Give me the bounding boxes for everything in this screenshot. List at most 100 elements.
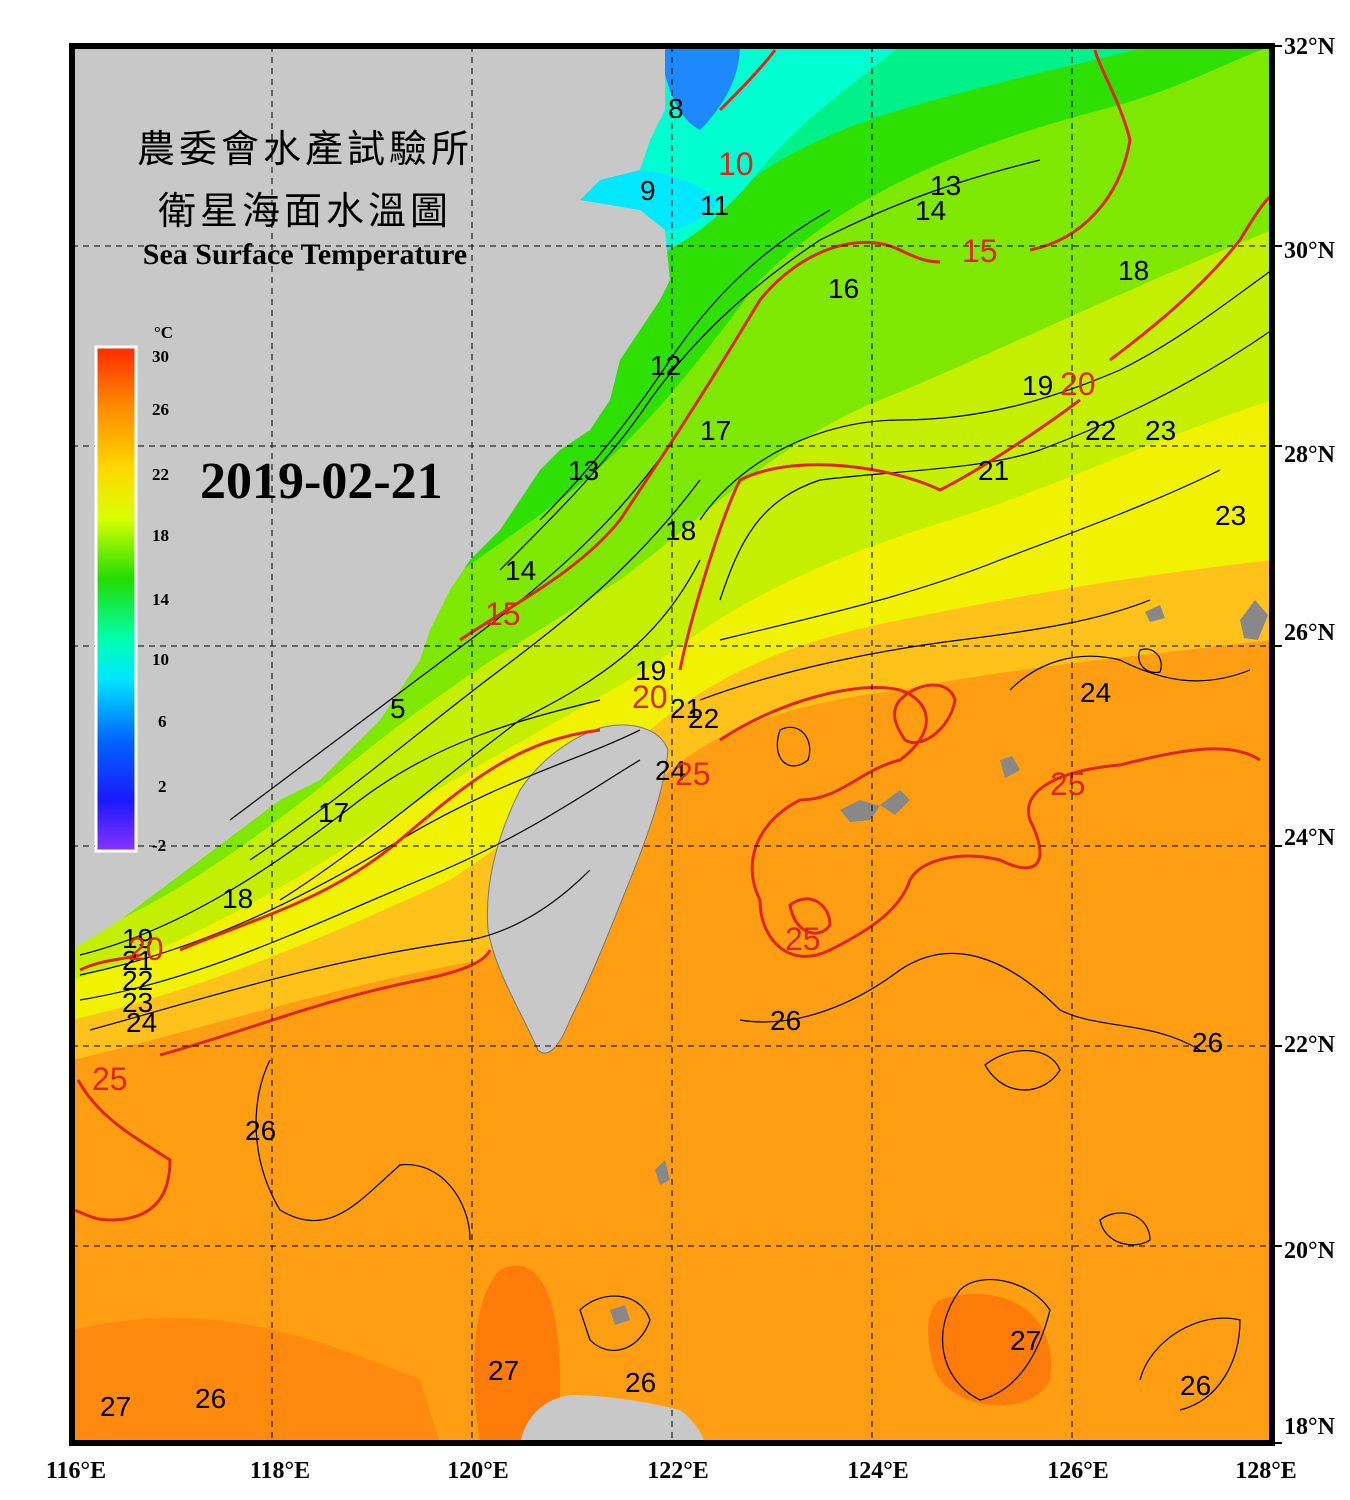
contour-label-red: 15: [485, 596, 521, 632]
contour-label-red: 10: [718, 146, 754, 182]
contour-label: 22: [122, 965, 153, 996]
axis-ticks: [1272, 45, 1282, 1444]
contour-label: 17: [700, 415, 731, 446]
colorbar-tick: 2: [158, 777, 167, 796]
lat-label: 26°N: [1284, 620, 1336, 646]
contour-label: 13: [930, 170, 961, 201]
blue-estuary: [660, 46, 740, 130]
contour-label: 24: [126, 1007, 157, 1038]
lat-label: 20°N: [1284, 1238, 1336, 1264]
sst-field: 8 9 11 13 14 16 12 13 14 18 17 18 19 21 …: [72, 46, 1272, 1443]
contour-label: 17: [318, 797, 349, 828]
lat-label: 32°N: [1284, 34, 1336, 60]
lat-label: 18°N: [1284, 1414, 1336, 1440]
lat-label: 24°N: [1284, 825, 1336, 851]
contour-label-red: 20: [128, 931, 164, 967]
contour-labels-red: 10 15 15 20 20 20 25 25 25 25: [92, 146, 1096, 1097]
contour-label: 18: [222, 883, 253, 914]
contour-label: 19: [1022, 370, 1053, 401]
contour-label-red: 25: [1050, 766, 1086, 802]
contour-label: 26: [770, 1005, 801, 1036]
contour-label-red: 15: [962, 233, 998, 269]
island: [610, 1305, 630, 1325]
contour-label-red: 25: [785, 921, 821, 957]
mainland-china: [72, 46, 670, 950]
warm-patch: [72, 1318, 440, 1443]
graticule: [72, 46, 1272, 1443]
contour-label: 5: [390, 693, 406, 724]
contour-label: 13: [568, 455, 599, 486]
lon-label: 120°E: [447, 1458, 509, 1484]
contour-label: 18: [665, 515, 696, 546]
contour-label-red: 25: [92, 1061, 128, 1097]
contour-label: 11: [700, 190, 729, 221]
lon-label: 116°E: [46, 1458, 106, 1484]
contour-label: 24: [1080, 677, 1111, 708]
contour-labels-black: 8 9 11 13 14 16 12 13 14 18 17 18 19 21 …: [100, 93, 1246, 1422]
lon-labels: 116°E 118°E 120°E 122°E 124°E 126°E 128°…: [46, 1458, 1297, 1484]
lat-labels: 32°N 30°N 28°N 26°N 24°N 22°N 20°N 18°N: [1284, 34, 1336, 1440]
colorbar-tick: 22: [152, 465, 169, 484]
island: [655, 1160, 670, 1185]
contour-label: 23: [1215, 500, 1246, 531]
island: [880, 790, 910, 815]
contour-label: 22: [688, 703, 719, 734]
contour-label: 26: [245, 1115, 276, 1146]
lat-label: 28°N: [1284, 442, 1336, 468]
contour-label: 26: [625, 1367, 656, 1398]
luzon: [520, 1395, 705, 1443]
contour-label: 26: [1192, 1027, 1223, 1058]
contour-label: 21: [978, 455, 1009, 486]
contour-label: 9: [640, 175, 656, 206]
colorbar-tick: 6: [158, 712, 167, 731]
title-english: Sea Surface Temperature: [142, 238, 468, 271]
contour-label: 26: [195, 1383, 226, 1414]
red-isotherms: [72, 49, 1272, 1222]
island: [1000, 756, 1020, 778]
colorbar-gradient: [94, 345, 138, 853]
warm-patch: [928, 1293, 1052, 1406]
contour-label: 26: [1180, 1370, 1211, 1401]
contour-label: 19: [122, 923, 153, 954]
lon-label: 126°E: [1047, 1458, 1109, 1484]
colorbar-unit: °C: [154, 323, 173, 342]
contour-label: 21: [670, 693, 701, 724]
lon-label: 118°E: [250, 1458, 310, 1484]
contour-label: 14: [505, 555, 536, 586]
contour-label: 12: [650, 350, 681, 381]
contour-label: 27: [488, 1355, 519, 1386]
lon-label: 122°E: [647, 1458, 709, 1484]
contour-label: 23: [1145, 415, 1176, 446]
contour-label: 8: [668, 93, 684, 124]
lat-label: 22°N: [1284, 1032, 1336, 1058]
contour-label: 16: [828, 273, 859, 304]
contour-label: 14: [915, 195, 946, 226]
colorbar-tick: 14: [152, 590, 170, 609]
colorbar-tick: 10: [152, 650, 169, 669]
contour-label-red: 25: [675, 756, 711, 792]
island: [840, 800, 880, 822]
map-frame: [69, 43, 1275, 1446]
contour-label-red: 20: [632, 679, 668, 715]
contour-label: 21: [122, 945, 153, 976]
contour-label: 18: [1118, 255, 1149, 286]
contour-label: 27: [100, 1391, 131, 1422]
contour-label: 24: [655, 755, 686, 786]
colorbar-labels: °C 30 26 22 18 14 10 6 2 -2: [152, 323, 173, 855]
lon-label: 124°E: [847, 1458, 909, 1484]
lon-label: 128°E: [1235, 1458, 1297, 1484]
map-date: 2019-02-21: [200, 453, 443, 510]
island: [1240, 600, 1268, 640]
contour-label: 19: [635, 655, 666, 686]
colorbar-tick: 26: [152, 400, 169, 419]
taiwan: [486, 724, 669, 1054]
title-line-2: 衛星海面水溫圖: [157, 189, 452, 233]
colorbar-tick: 18: [152, 526, 169, 545]
contour-label: 23: [122, 987, 153, 1018]
contour-label-red: 20: [1060, 366, 1096, 402]
colorbar: °C 30 26 22 18 14 10 6 2 -2: [94, 323, 173, 855]
contour-label: 27: [1010, 1325, 1041, 1356]
colorbar-tick: -2: [152, 836, 166, 855]
lat-label: 30°N: [1284, 238, 1336, 264]
